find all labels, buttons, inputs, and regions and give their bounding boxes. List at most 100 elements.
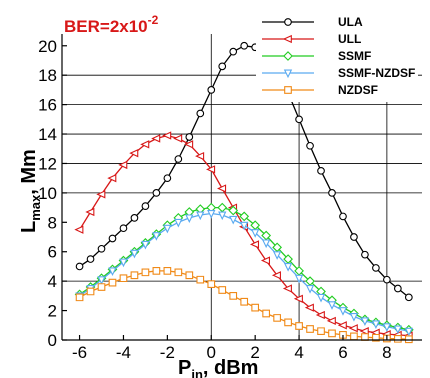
data-point-nzdsf	[350, 332, 358, 341]
data-point-nzdsf	[163, 267, 172, 275]
data-point-nzdsf	[328, 329, 336, 338]
data-point-nzdsf	[361, 333, 369, 341]
data-point-nzdsf	[207, 280, 216, 288]
data-point-ull	[184, 140, 194, 149]
data-point-ssmf	[217, 202, 228, 213]
data-point-ssmf-nzdsf	[163, 224, 172, 234]
data-point-ssmf-nzdsf	[316, 293, 326, 303]
data-point-nzdsf	[108, 278, 117, 287]
legend: ULA ULL SSMF SSMF-NZDSF NZDSF	[256, 10, 418, 102]
data-point-ull	[326, 316, 336, 326]
data-point-ull	[315, 310, 325, 320]
legend-marker	[282, 34, 292, 44]
data-point-ssmf-nzdsf	[196, 211, 205, 221]
data-point-nzdsf	[295, 322, 303, 330]
x-tick-label: 2	[250, 343, 259, 362]
data-point-ula	[328, 189, 336, 197]
data-point-nzdsf	[141, 268, 150, 277]
data-point-nzdsf	[339, 331, 347, 339]
data-point-ssmf-nzdsf	[360, 317, 370, 327]
data-point-ula	[75, 262, 84, 271]
data-point-ula	[108, 234, 117, 243]
data-point-ull	[85, 207, 95, 217]
y-tick-label: 16	[38, 96, 57, 115]
data-point-ull	[359, 327, 369, 336]
data-point-ula	[163, 174, 172, 183]
legend-marker	[284, 18, 292, 26]
legend-marker	[283, 51, 293, 61]
series-nzdsf	[75, 267, 413, 344]
tick-labels: -6 -4 -2 0 2 4 6 8 0 2 4 6 8 10 12 14 16 18 20	[38, 37, 392, 362]
x-tick-label: 6	[338, 343, 347, 362]
y-axis-unit: , Mm	[18, 149, 40, 195]
data-point-ula	[394, 284, 402, 293]
series-line-ssmf-nzdsf	[79, 212, 409, 332]
data-point-ssmf-nzdsf	[327, 301, 337, 310]
data-point-ssmf	[228, 205, 239, 216]
data-point-ull	[74, 225, 84, 234]
data-point-ula	[350, 233, 358, 241]
data-point-ull	[96, 190, 106, 199]
data-point-ssmf-nzdsf	[393, 325, 403, 335]
data-point-ula	[174, 155, 183, 163]
data-point-ula	[339, 212, 347, 221]
data-point-ssmf-nzdsf	[283, 262, 293, 272]
y-axis-subscript: max	[28, 194, 43, 221]
data-point-nzdsf	[306, 325, 314, 333]
data-point-ssmf-nzdsf	[250, 229, 260, 238]
x-tick-label: -4	[116, 343, 131, 362]
data-point-ula	[295, 115, 303, 124]
data-point-ull	[129, 149, 139, 158]
data-point-ssmf-nzdsf	[97, 276, 106, 285]
data-point-ula	[229, 47, 238, 56]
data-point-nzdsf	[119, 274, 128, 283]
y-tick-label: 14	[38, 125, 57, 144]
data-point-ull	[118, 160, 128, 170]
y-tick-label: 8	[48, 213, 57, 232]
data-point-ull	[271, 271, 281, 280]
data-point-ula	[218, 62, 227, 71]
data-point-ull	[195, 151, 205, 161]
data-point-ula	[306, 141, 314, 150]
series-ssmf-nzdsf	[75, 210, 414, 337]
legend-label: SSMF	[338, 49, 371, 63]
data-point-nzdsf	[317, 327, 325, 336]
x-tick-label: 0	[207, 343, 216, 362]
data-point-ull	[107, 174, 117, 183]
x-tick-label: -6	[72, 343, 87, 362]
data-point-nzdsf	[273, 314, 281, 322]
legend-marker	[283, 69, 293, 79]
legend-label: ULA	[338, 15, 363, 29]
y-tick-label: 0	[48, 331, 57, 350]
data-point-ull	[217, 184, 227, 193]
data-point-ssmf-nzdsf	[229, 215, 238, 225]
data-point-ula	[141, 202, 150, 210]
data-point-ula	[196, 109, 205, 118]
data-point-nzdsf	[394, 334, 402, 343]
series-ull	[74, 131, 413, 340]
data-point-ull	[304, 303, 314, 312]
data-point-ula	[130, 214, 139, 222]
data-point-ula	[404, 293, 413, 302]
data-point-nzdsf	[130, 271, 139, 280]
data-point-ula	[185, 133, 194, 141]
data-point-ula	[372, 264, 380, 272]
data-point-ssmf	[239, 211, 250, 222]
data-point-ssmf-nzdsf	[130, 249, 139, 259]
data-point-nzdsf	[218, 286, 227, 294]
data-point-nzdsf	[196, 275, 205, 284]
data-point-ula	[240, 41, 249, 50]
data-point-nzdsf	[86, 287, 95, 296]
legend-label: NZDSF	[338, 83, 378, 97]
data-point-ull	[162, 131, 172, 140]
data-point-nzdsf	[262, 309, 270, 318]
data-point-nzdsf	[251, 303, 260, 312]
data-point-ull	[173, 134, 183, 143]
y-tick-label: 4	[48, 272, 57, 291]
y-tick-label: 12	[38, 154, 57, 173]
data-point-nzdsf	[75, 293, 84, 302]
axes	[61, 34, 422, 341]
data-point-ssmf-nzdsf	[240, 221, 249, 231]
data-point-ull	[260, 256, 270, 265]
series-ula	[75, 41, 413, 302]
